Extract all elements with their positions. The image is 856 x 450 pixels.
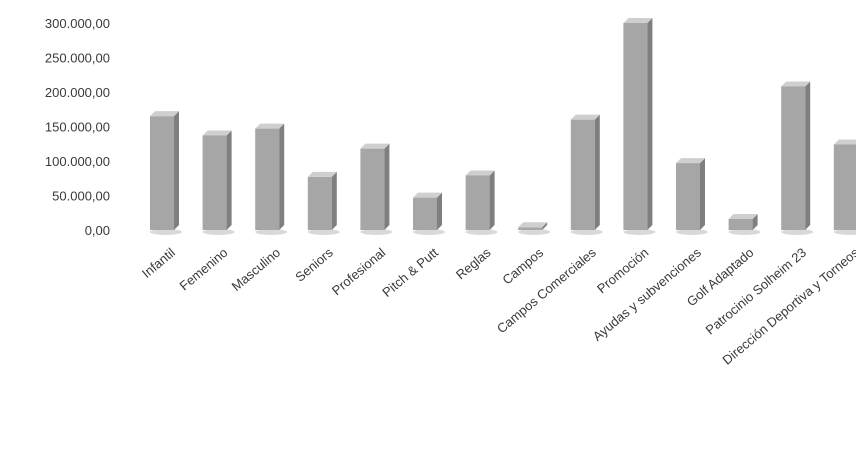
bar-side	[805, 81, 811, 230]
bar	[413, 192, 445, 235]
x-tick-label: Infantil	[139, 245, 178, 281]
bar-side	[384, 143, 390, 230]
bar-front	[255, 128, 280, 230]
bar-shadow	[676, 229, 708, 235]
bar-shadow	[150, 229, 182, 235]
bar-front	[413, 197, 437, 230]
y-tick-label: 200.000,00	[45, 85, 110, 100]
bar-front	[307, 176, 332, 230]
x-tick-label: Campos Comerciales	[494, 244, 599, 336]
bar-top	[150, 111, 179, 117]
bar-front	[728, 218, 753, 230]
bar-shadow	[465, 229, 498, 235]
bar-top	[518, 222, 548, 228]
bar-shadow	[202, 229, 235, 235]
x-tick-label: Patrocinio Solheim 23	[703, 245, 810, 338]
y-tick-label: 0,00	[85, 223, 110, 238]
bar-shadow	[518, 229, 551, 235]
bar-shadow	[728, 229, 761, 235]
x-tick-label: Seniors	[292, 244, 336, 284]
bar-top	[202, 130, 232, 136]
bar-top	[781, 81, 811, 87]
bar-top	[413, 192, 442, 198]
bar	[465, 170, 498, 235]
x-tick-label: Pitch & Putt	[379, 245, 441, 300]
bar-top	[360, 143, 390, 149]
bar	[833, 139, 856, 235]
bar-side	[279, 123, 285, 230]
bar-front	[360, 148, 385, 230]
bar-top	[676, 158, 705, 164]
bar-front	[465, 175, 490, 230]
y-tick-label: 100.000,00	[45, 154, 110, 169]
bar-side	[752, 213, 758, 230]
bar-front	[833, 144, 856, 230]
bar	[623, 18, 656, 235]
bar-shadow	[570, 229, 603, 235]
x-tick-label: Campos	[499, 244, 546, 287]
x-tick-label: Reglas	[453, 244, 494, 282]
bar-front	[150, 116, 174, 230]
x-tick-label: Femenino	[177, 245, 231, 294]
y-axis: 0,00 50.000,00 100.000,00 150.000,00 200.000…	[45, 16, 110, 238]
bar-shadow	[623, 229, 656, 235]
bar-top	[833, 139, 856, 145]
bar	[255, 123, 288, 235]
bars	[150, 18, 856, 235]
bar-side	[331, 171, 337, 230]
y-tick-label: 50.000,00	[52, 189, 110, 204]
bar	[781, 81, 814, 235]
bar-side	[594, 114, 600, 230]
y-tick-label: 300.000,00	[45, 16, 110, 31]
bar-side	[226, 130, 232, 230]
y-tick-label: 250.000,00	[45, 51, 110, 66]
bar-front	[518, 227, 543, 230]
bar-front	[202, 135, 227, 230]
bar-top	[307, 171, 337, 177]
bar-front	[676, 163, 700, 230]
bar-side	[174, 111, 179, 230]
bar	[676, 158, 708, 235]
bar-shadow	[255, 229, 288, 235]
x-tick-label: Masculino	[229, 245, 283, 294]
bar-side	[542, 222, 548, 230]
bar	[202, 130, 235, 235]
bar-shadow	[360, 229, 393, 235]
bar	[518, 222, 551, 235]
y-tick-label: 150.000,00	[45, 120, 110, 135]
bar-top	[255, 123, 285, 129]
bar-front	[570, 119, 595, 230]
bar-side	[647, 18, 653, 230]
bar-shadow	[307, 229, 340, 235]
bar-side	[700, 158, 705, 230]
bar-side	[489, 170, 495, 230]
bar	[307, 171, 340, 235]
bar	[728, 213, 761, 235]
bar-front	[623, 23, 648, 230]
bar-shadow	[833, 229, 856, 235]
bar	[360, 143, 393, 235]
bar-shadow	[413, 229, 445, 235]
bar-front	[781, 86, 806, 230]
bar-top	[728, 213, 758, 219]
bar-top	[465, 170, 495, 176]
bar-shadow	[781, 229, 814, 235]
bar-side	[437, 192, 442, 230]
bar-top	[623, 18, 653, 23]
bar	[570, 114, 603, 235]
bar	[150, 111, 182, 235]
bar-top	[570, 114, 600, 120]
